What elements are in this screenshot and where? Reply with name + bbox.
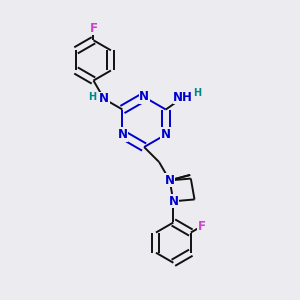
Text: H: H (88, 92, 96, 102)
Text: H: H (193, 88, 201, 98)
Text: N: N (139, 91, 149, 103)
Text: F: F (89, 22, 98, 35)
Text: N: N (161, 128, 171, 141)
Text: N: N (168, 195, 178, 208)
Text: N: N (165, 174, 175, 187)
Text: N: N (117, 128, 128, 141)
Text: NH: NH (173, 91, 193, 104)
Text: N: N (99, 92, 109, 105)
Text: F: F (198, 220, 206, 232)
